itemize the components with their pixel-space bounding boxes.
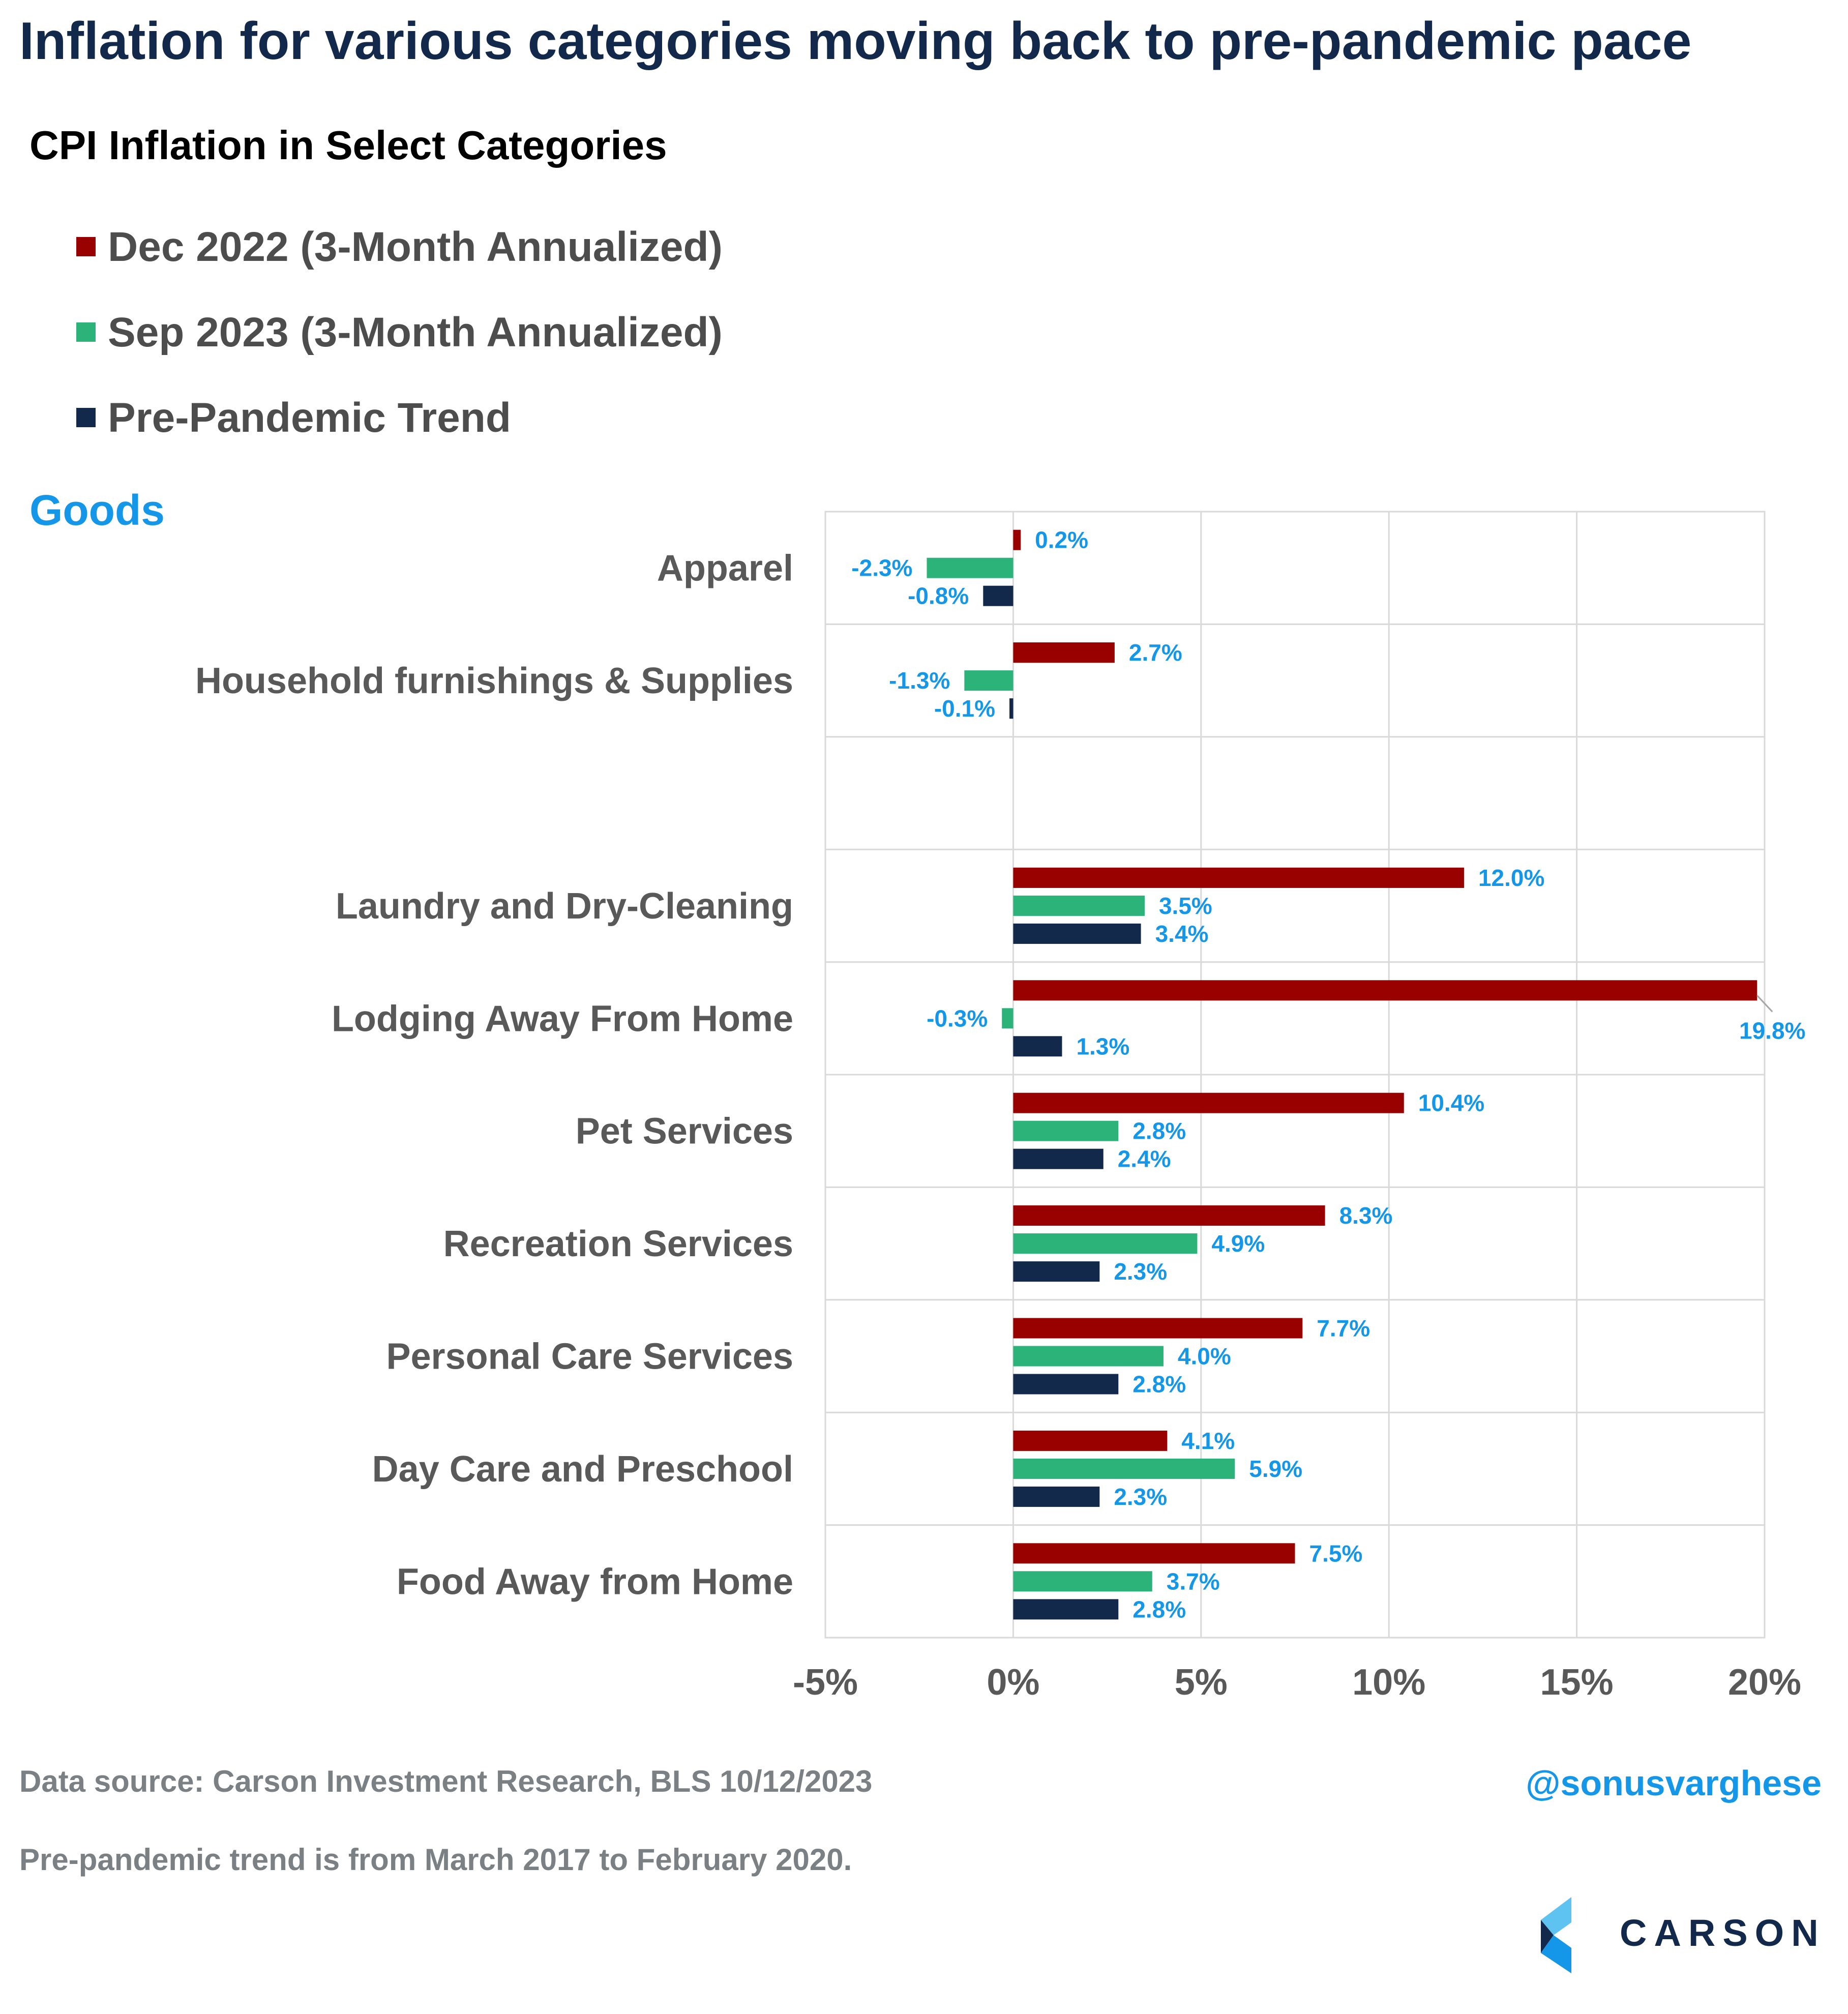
category-label: Food Away from Home xyxy=(397,1561,793,1602)
legend-label-pre-pandemic: Pre-Pandemic Trend xyxy=(108,395,511,441)
data-label: 5.9% xyxy=(1249,1456,1302,1482)
bar xyxy=(1013,1318,1303,1339)
carson-logo: CARSON xyxy=(1531,1892,1826,1978)
data-label: 4.0% xyxy=(1178,1343,1231,1370)
bar xyxy=(1013,1205,1325,1226)
x-tick-label: 20% xyxy=(1728,1662,1801,1703)
category-label: Pet Services xyxy=(576,1111,793,1152)
legend-swatch-sep-2023 xyxy=(76,322,96,342)
bar xyxy=(1013,529,1021,550)
data-label: -1.3% xyxy=(889,667,950,694)
x-tick-label: 5% xyxy=(1175,1662,1228,1703)
bar xyxy=(1013,1261,1100,1282)
bar xyxy=(1013,923,1141,944)
category-label: Household furnishings & Supplies xyxy=(195,661,793,701)
bar xyxy=(1013,1148,1104,1169)
section-label-goods: Goods xyxy=(29,486,165,534)
chart-headline: Inflation for various categories moving … xyxy=(19,12,1692,71)
carson-logo-mark-icon xyxy=(1541,1897,1571,1973)
bar xyxy=(1009,698,1014,719)
category-label: Personal Care Services xyxy=(386,1337,793,1377)
bar xyxy=(927,557,1014,578)
bar xyxy=(1013,1486,1100,1507)
category-label: Recreation Services xyxy=(443,1224,793,1264)
chart-subtitle: CPI Inflation in Select Categories xyxy=(29,123,667,168)
bar xyxy=(1013,1543,1295,1564)
data-label: 12.0% xyxy=(1478,865,1544,891)
bar xyxy=(983,585,1014,606)
bar xyxy=(1013,1233,1198,1254)
bar xyxy=(1013,642,1115,663)
x-tick-label: 0% xyxy=(987,1662,1039,1703)
data-label: -0.8% xyxy=(908,583,969,609)
bar xyxy=(1013,1374,1119,1395)
data-label: 7.5% xyxy=(1309,1540,1363,1566)
bar xyxy=(1013,867,1464,888)
data-label: 8.3% xyxy=(1339,1202,1393,1229)
bar xyxy=(964,670,1014,691)
data-label: 2.3% xyxy=(1114,1484,1167,1510)
data-label: 10.4% xyxy=(1418,1090,1484,1116)
data-label: 0.2% xyxy=(1035,527,1088,553)
category-label: Laundry and Dry-Cleaning xyxy=(336,886,793,927)
bar xyxy=(1013,1346,1164,1367)
data-label: 2.3% xyxy=(1114,1258,1167,1285)
data-label: 2.7% xyxy=(1129,639,1182,666)
category-label: Lodging Away From Home xyxy=(332,998,793,1039)
data-label: 2.4% xyxy=(1118,1146,1171,1172)
data-label: 3.7% xyxy=(1167,1568,1220,1594)
data-label: 3.5% xyxy=(1159,893,1212,919)
bar xyxy=(1013,1458,1235,1479)
bar xyxy=(1013,1036,1062,1057)
category-label: Apparel xyxy=(657,548,793,589)
bar xyxy=(1013,1120,1119,1141)
legend-swatch-dec-2022 xyxy=(76,237,96,256)
data-label: -0.3% xyxy=(927,1005,988,1031)
data-label: 3.4% xyxy=(1155,921,1209,947)
data-source-note: Data source: Carson Investment Research,… xyxy=(19,1764,873,1798)
data-label: 1.3% xyxy=(1076,1033,1129,1059)
data-label: 19.8% xyxy=(1739,1017,1805,1044)
twitter-handle: @sonusvarghese xyxy=(1526,1763,1822,1803)
bar xyxy=(1013,1430,1168,1451)
data-label: -0.1% xyxy=(934,695,995,722)
legend-label-dec-2022: Dec 2022 (3-Month Annualized) xyxy=(108,224,723,270)
data-label: 2.8% xyxy=(1132,1118,1186,1144)
bar-chart: -5% 0% 5% 10% 15% 20% Apparel 0.2% -2.3%-0.8% Hou… xyxy=(195,511,1805,1703)
data-label: 2.8% xyxy=(1132,1371,1186,1398)
data-label: 7.7% xyxy=(1317,1315,1370,1342)
bar xyxy=(1013,1092,1404,1113)
x-tick-label: 15% xyxy=(1540,1662,1614,1703)
data-label: -2.3% xyxy=(851,555,912,581)
category-label: Day Care and Preschool xyxy=(372,1449,793,1490)
bar xyxy=(1013,1599,1119,1620)
x-tick-label: 10% xyxy=(1352,1662,1425,1703)
bar xyxy=(1013,1571,1152,1592)
data-label: 4.1% xyxy=(1181,1428,1235,1454)
carson-logo-text: CARSON xyxy=(1620,1912,1826,1954)
x-tick-label: -5% xyxy=(793,1662,858,1703)
legend-label-sep-2023: Sep 2023 (3-Month Annualized) xyxy=(108,309,723,356)
bar xyxy=(1013,895,1145,916)
bar xyxy=(1002,1008,1014,1029)
pre-pandemic-note: Pre-pandemic trend is from March 2017 to… xyxy=(19,1843,852,1877)
data-label: 4.9% xyxy=(1211,1230,1265,1257)
data-label: 2.8% xyxy=(1132,1596,1186,1622)
bar xyxy=(1013,980,1757,1001)
legend-swatch-pre-pandemic xyxy=(76,408,96,427)
data-label-leader xyxy=(1756,995,1773,1013)
